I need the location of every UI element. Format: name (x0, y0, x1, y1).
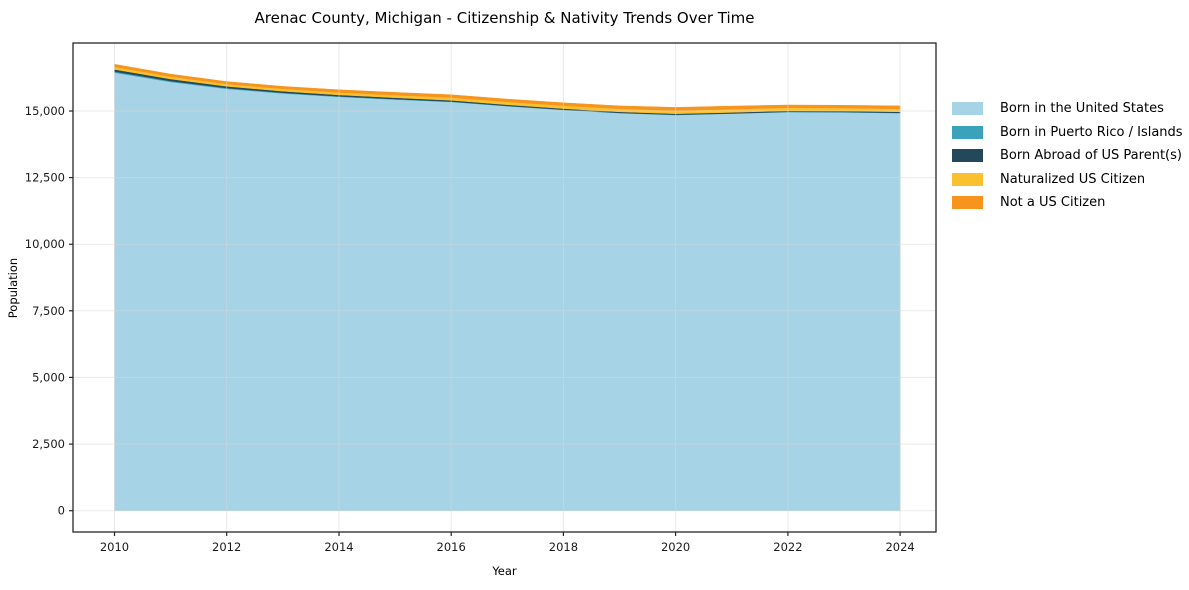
x-tick-label: 2012 (212, 540, 241, 554)
legend-swatch-icon (952, 149, 983, 162)
x-axis-label: Year (492, 564, 517, 578)
chart-title: Arenac County, Michigan - Citizenship & … (254, 9, 755, 27)
legend-label: Born Abroad of US Parent(s) (1000, 148, 1182, 163)
legend-swatch-icon (952, 172, 983, 186)
y-tick-label: 7,500 (32, 304, 65, 318)
legend-label: Born in the United States (1000, 101, 1164, 116)
legend-swatch-icon (952, 196, 983, 209)
x-tick-label: 2024 (885, 540, 914, 554)
legend-swatch-icon (952, 102, 983, 115)
x-tick-label: 2022 (773, 540, 802, 554)
area-series-0 (114, 72, 901, 511)
legend-item-born-in-us: Born in the United States (952, 102, 1183, 115)
y-tick-label: 10,000 (25, 237, 65, 251)
x-tick-label: 2018 (549, 540, 578, 554)
legend-swatch-icon (952, 125, 983, 139)
x-tick-label: 2020 (661, 540, 690, 554)
legend-item-naturalized: Naturalized US Citizen (952, 171, 1183, 187)
legend-label: Not a US Citizen (1000, 195, 1106, 210)
y-tick-label: 5,000 (32, 370, 65, 384)
x-tick-label: 2016 (437, 540, 466, 554)
legend-item-born-pr-islands: Born in Puerto Rico / Islands (952, 124, 1183, 140)
y-tick-label: 2,500 (32, 437, 65, 451)
y-tick-label: 15,000 (25, 104, 65, 118)
y-tick-label: 0 (58, 504, 65, 518)
legend-item-not-citizen: Not a US Citizen (952, 196, 1183, 209)
x-tick-label: 2014 (324, 540, 353, 554)
legend-label: Naturalized US Citizen (1000, 171, 1146, 187)
legend-label: Born in Puerto Rico / Islands (1000, 124, 1183, 140)
x-tick-label: 2010 (100, 540, 129, 554)
legend: Born in the United States Born in Puerto… (952, 102, 1183, 220)
plot-frame (72, 42, 937, 533)
legend-item-born-abroad: Born Abroad of US Parent(s) (952, 149, 1183, 162)
y-tick-label: 12,500 (25, 171, 65, 185)
